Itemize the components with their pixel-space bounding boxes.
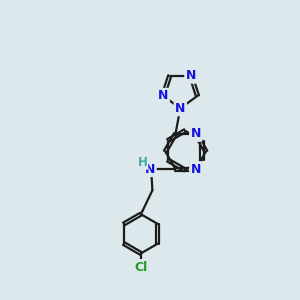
Text: H: H [137,156,147,169]
Text: Cl: Cl [134,260,147,274]
Text: N: N [186,69,196,82]
Text: N: N [190,128,201,140]
Text: N: N [175,102,185,115]
Text: N: N [190,163,201,176]
Text: N: N [145,163,155,176]
Text: N: N [158,89,168,102]
